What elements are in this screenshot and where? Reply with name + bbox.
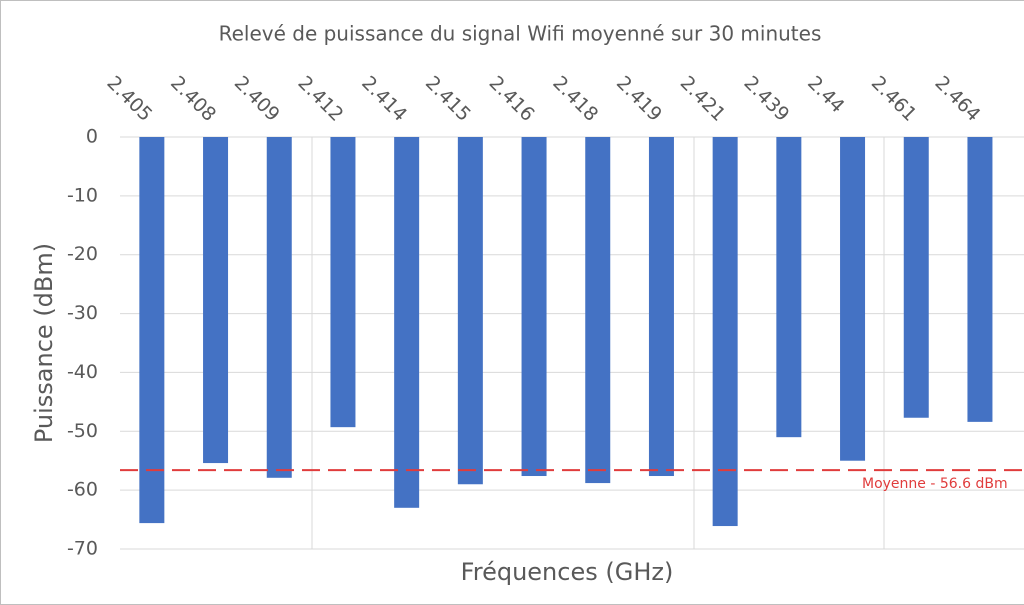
y-tick-label: -20 — [67, 243, 98, 265]
bar — [457, 137, 483, 485]
bar — [330, 137, 356, 428]
x-axis-title: Fréquences (GHz) — [461, 558, 674, 586]
bar — [903, 137, 929, 418]
y-tick-label: -60 — [67, 479, 98, 501]
y-tick-label: -10 — [67, 184, 98, 206]
y-tick-label: -70 — [67, 538, 98, 560]
bar — [967, 137, 993, 422]
chart-title: Relevé de puissance du signal Wifi moyen… — [219, 22, 822, 46]
bar — [521, 137, 547, 477]
bar — [840, 137, 866, 461]
y-axis-title: Puissance (dBm) — [30, 243, 58, 443]
bar — [776, 137, 802, 438]
y-tick-label: 0 — [86, 126, 98, 148]
bar — [266, 137, 292, 478]
y-tick-label: -50 — [67, 420, 98, 442]
y-tick-label: -40 — [67, 361, 98, 383]
bar — [712, 137, 738, 527]
bar — [648, 137, 674, 477]
bar — [139, 137, 165, 524]
mean-label: Moyenne - 56.6 dBm — [862, 476, 1008, 492]
y-tick-label: -30 — [67, 302, 98, 324]
bar — [585, 137, 611, 484]
bar — [203, 137, 229, 464]
bar — [394, 137, 420, 508]
